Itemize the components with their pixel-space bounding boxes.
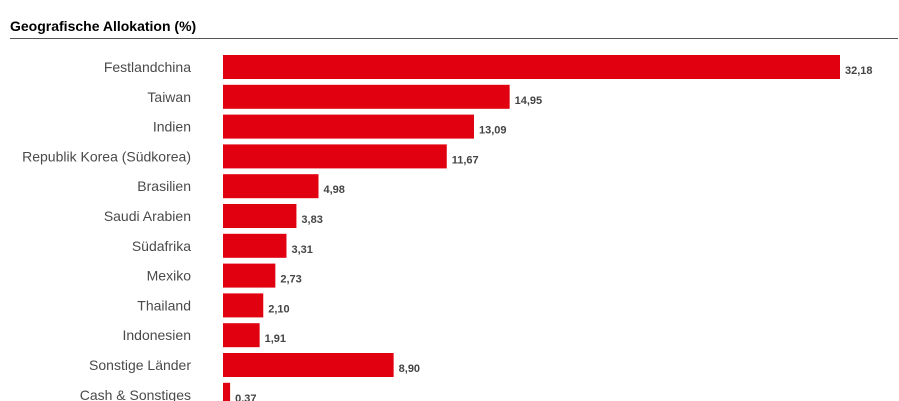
bar <box>223 204 297 228</box>
value-label: 32,18 <box>845 65 873 77</box>
title-divider <box>10 38 898 39</box>
category-label: Thailand <box>137 297 191 313</box>
bar <box>223 55 840 79</box>
value-label: 13,09 <box>479 125 507 137</box>
bar <box>223 174 319 199</box>
value-label: 3,83 <box>301 214 322 226</box>
bar <box>223 293 264 318</box>
bar <box>223 263 276 288</box>
category-label: Republik Korea (Südkorea) <box>22 148 191 164</box>
category-label: Festlandchina <box>104 59 191 75</box>
category-label: Indien <box>153 119 191 135</box>
category-label: Taiwan <box>147 89 191 105</box>
category-label: Indonesien <box>122 327 191 343</box>
bar <box>223 382 231 401</box>
bar <box>223 144 447 169</box>
value-label: 2,73 <box>280 274 301 286</box>
category-label: Saudi Arabien <box>104 208 191 224</box>
value-label: 2,10 <box>268 303 289 315</box>
value-label: 11,67 <box>452 154 479 166</box>
category-label: Südafrika <box>132 238 191 254</box>
category-label: Mexiko <box>147 268 192 284</box>
bar <box>223 84 510 109</box>
value-label: 14,95 <box>515 95 543 107</box>
value-label: 0,37 <box>235 393 256 401</box>
category-label: Cash & Sonstiges <box>80 387 191 401</box>
value-label: 1,91 <box>265 333 286 345</box>
value-label: 3,31 <box>291 244 312 256</box>
bar <box>223 233 287 258</box>
value-label: 8,90 <box>399 363 420 375</box>
chart-title: Geografische Allokation (%) <box>10 18 197 34</box>
category-label: Sonstige Länder <box>89 357 191 373</box>
bar <box>223 114 474 139</box>
bar <box>223 323 260 348</box>
bar <box>223 353 394 377</box>
category-label: Brasilien <box>137 178 191 194</box>
value-label: 4,98 <box>323 184 344 196</box>
